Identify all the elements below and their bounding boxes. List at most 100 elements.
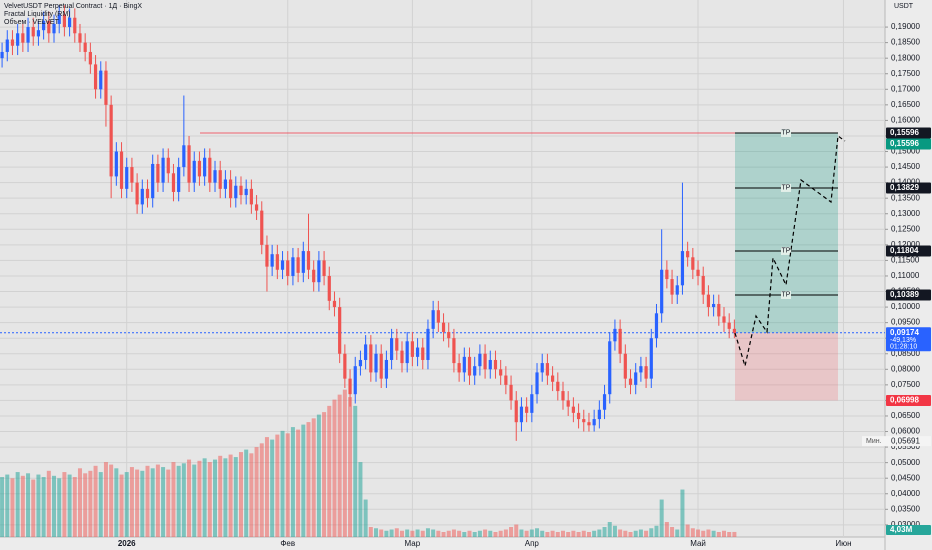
candle-body (488, 359, 492, 370)
volume-bar (166, 469, 171, 537)
y-tick-label: 0,16000 (891, 116, 920, 125)
volume-bar (103, 462, 108, 537)
x-tick-label: Фев (280, 539, 295, 548)
volume-bar (124, 472, 129, 537)
price-badge (886, 182, 931, 194)
volume-bar (228, 454, 233, 537)
candle-body (727, 322, 731, 329)
candle-body (171, 173, 176, 192)
candle-body (119, 151, 124, 189)
tp-label: TP (782, 247, 791, 254)
volume-bar (410, 530, 415, 537)
y-tick-label: 0,03000 (891, 520, 920, 529)
candle-body (592, 419, 596, 426)
volume-bar (436, 530, 441, 537)
candle-body (213, 170, 217, 183)
volume-bar (311, 418, 316, 537)
candle-body (145, 188, 150, 199)
last-price-label: 0,09174 (890, 328, 919, 337)
volume-bar (150, 468, 155, 537)
y-tick-label: 0,04500 (891, 473, 920, 482)
volume-bar (270, 439, 275, 537)
price-badge (886, 289, 931, 301)
candle-body (582, 419, 586, 423)
volume-bar (275, 434, 280, 537)
y-tick-label: 0,04000 (891, 489, 920, 498)
candle-body (275, 254, 279, 270)
candle-body (177, 167, 181, 192)
candle-body (16, 33, 20, 46)
volume-bar (374, 528, 379, 537)
last-price-change: -49,13% (890, 337, 916, 344)
candle-body (686, 251, 690, 258)
y-tick-label: 0,08000 (891, 364, 920, 373)
volume-bar (171, 462, 176, 537)
candle-body (364, 344, 368, 360)
volume-bar (701, 530, 706, 537)
candle-body (93, 64, 98, 90)
volume-bar (77, 468, 82, 537)
volume-bar (509, 527, 514, 537)
volume-bar (363, 499, 368, 537)
candle-body (260, 210, 264, 245)
tp-label-bg (781, 183, 791, 192)
volume-bar (399, 530, 404, 537)
volume-bar (581, 530, 586, 537)
candle-body (551, 375, 555, 382)
volume-badge-label: 4,03M (890, 525, 913, 534)
y-tick-label: 0,09500 (891, 318, 920, 327)
volume-bar (306, 422, 311, 537)
candle-body (332, 300, 337, 308)
volume-bar (36, 474, 41, 537)
volume-bar (348, 397, 353, 537)
price-badge (886, 127, 931, 139)
volume-bar (389, 529, 394, 537)
volume-bar (129, 467, 134, 537)
volume-bar (26, 473, 31, 537)
candle-body (151, 163, 155, 199)
volume-bar (555, 532, 560, 537)
y-tick-label: 0,06000 (891, 427, 920, 436)
candle-body (717, 303, 721, 317)
y-tick-label: 0,16500 (891, 100, 920, 109)
volume-bar (607, 522, 612, 537)
candle-body (99, 70, 103, 90)
candle-body (457, 363, 461, 373)
volume-bar (654, 525, 659, 537)
volume-bar (62, 472, 67, 537)
candle-body (504, 375, 508, 385)
candle-body (374, 353, 378, 373)
candle-body (42, 20, 46, 31)
volume-bar (114, 468, 119, 537)
volume-bar (597, 529, 602, 537)
volume-bar (223, 458, 228, 537)
candle-body (21, 33, 25, 43)
volume-bar (716, 532, 721, 537)
candle-body (540, 363, 544, 373)
candle-body (732, 328, 736, 333)
volume-bar (83, 473, 88, 537)
candle-body (73, 17, 77, 34)
volume-bar (218, 455, 223, 537)
candle-body (400, 350, 404, 364)
candle-body (602, 394, 607, 410)
candle-body (462, 356, 466, 373)
y-tick-label: 0,17500 (891, 69, 920, 78)
volume-bar (425, 528, 430, 537)
volume-bar (353, 405, 358, 537)
candle-body (675, 285, 679, 295)
volume-bar (498, 530, 503, 537)
volume-bar (690, 528, 695, 537)
candle-body (571, 406, 575, 413)
candle-body (296, 257, 300, 273)
price-badge-label: 0,11804 (890, 246, 919, 255)
candle-body (254, 204, 259, 211)
candle-body (670, 279, 674, 295)
candle-body (218, 170, 222, 189)
y-tick-label: 0,13500 (891, 193, 920, 202)
candle-body (478, 353, 482, 367)
candle-body (618, 328, 622, 354)
candle-body (421, 347, 425, 360)
volume-bar (680, 489, 685, 537)
